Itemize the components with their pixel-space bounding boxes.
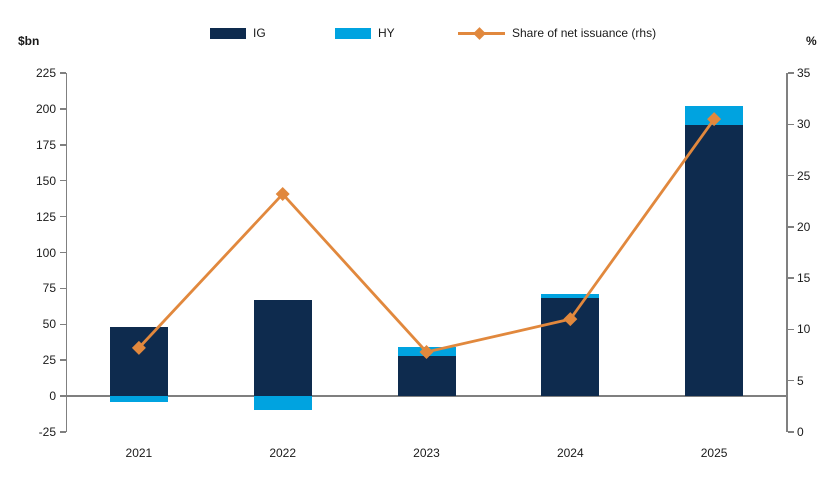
right-axis-tick-mark — [787, 431, 794, 433]
bar-ig-2023 — [397, 355, 456, 397]
legend-item-share-of-net-issuance: Share of net issuance (rhs) — [458, 26, 656, 40]
bar-hy-2025 — [685, 106, 744, 125]
left-axis-tick-mark — [59, 179, 66, 182]
line-point-diamond-marker — [275, 187, 290, 202]
bar-hy-2021 — [109, 396, 168, 402]
right-axis-tick-mark — [787, 379, 794, 382]
left-axis-tick-label: 225 — [35, 66, 56, 80]
right-axis-tick-label: 5 — [797, 373, 804, 388]
left-axis-tick-mark — [59, 72, 66, 74]
bar-ig-2022 — [253, 299, 312, 397]
bar-ig-2021 — [109, 327, 168, 397]
hy-legend-label: HY — [378, 26, 395, 40]
right-axis-tick-label: 20 — [797, 219, 811, 234]
right-axis-tick-label: 15 — [797, 271, 811, 286]
left-axis-tick-label: 150 — [35, 173, 56, 188]
bar-hy-2022 — [253, 396, 312, 411]
left-axis-tick-mark — [59, 251, 66, 254]
left-axis-unit-label: $bn — [18, 34, 40, 48]
left-axis-tick-label: 0 — [49, 389, 56, 404]
legend-item-hy: HY — [335, 26, 395, 40]
right-axis-tick-mark — [787, 226, 794, 228]
right-axis-line — [786, 73, 788, 432]
left-axis-tick-label: 175 — [35, 137, 56, 152]
left-axis-line — [65, 73, 67, 432]
left-axis-tick-mark — [59, 287, 66, 290]
share-legend-label: Share of net issuance (rhs) — [512, 26, 657, 40]
ig-legend-label: IG — [253, 26, 266, 40]
legend-item-ig: IG — [210, 26, 266, 40]
left-axis-tick-label: 200 — [35, 101, 56, 116]
left-axis-tick-mark — [59, 108, 66, 110]
right-axis-tick-mark — [787, 277, 794, 279]
x-axis-label-2023: 2023 — [413, 446, 440, 460]
ig-legend-swatch — [210, 27, 246, 39]
bar-ig-2025 — [685, 124, 744, 397]
line-diamond-legend-marker-icon — [458, 26, 505, 40]
bar-hy-2024 — [541, 294, 600, 299]
zero-line — [59, 395, 786, 398]
left-axis-tick-label: -25 — [38, 425, 56, 439]
right-axis-tick-label: 0 — [797, 425, 804, 439]
x-axis-label-2021: 2021 — [125, 446, 153, 460]
right-axis-tick-mark — [787, 123, 794, 126]
right-axis-tick-mark — [787, 72, 794, 74]
issuance-line — [137, 118, 716, 354]
right-axis-unit-label: % — [806, 34, 817, 48]
left-axis-tick-mark — [59, 431, 66, 433]
left-axis-tick-label: 50 — [42, 317, 56, 332]
left-axis-tick-mark — [59, 359, 66, 361]
x-axis-label-2024: 2024 — [556, 446, 584, 460]
right-axis-tick-label: 10 — [797, 322, 811, 337]
legend-diamond-icon — [473, 26, 486, 40]
right-axis-tick-label: 25 — [797, 168, 811, 183]
x-axis-label-2022: 2022 — [269, 446, 297, 460]
x-axis-label-2025: 2025 — [700, 446, 728, 460]
left-axis-tick-label: 75 — [42, 281, 56, 296]
right-axis-tick-mark — [787, 174, 794, 177]
bar-ig-2024 — [541, 298, 600, 397]
left-axis-tick-label: 100 — [35, 245, 56, 260]
bar-hy-2023 — [397, 347, 456, 356]
left-axis-tick-mark — [59, 323, 66, 326]
right-axis-tick-mark — [787, 328, 794, 331]
left-axis-tick-mark — [59, 144, 66, 146]
left-axis-tick-label: 125 — [35, 209, 56, 224]
right-axis-tick-label: 30 — [797, 117, 811, 132]
left-axis-tick-label: 25 — [42, 353, 56, 368]
left-axis-tick-mark — [59, 215, 66, 218]
hy-legend-swatch — [335, 27, 371, 39]
right-axis-tick-label: 35 — [797, 66, 811, 80]
